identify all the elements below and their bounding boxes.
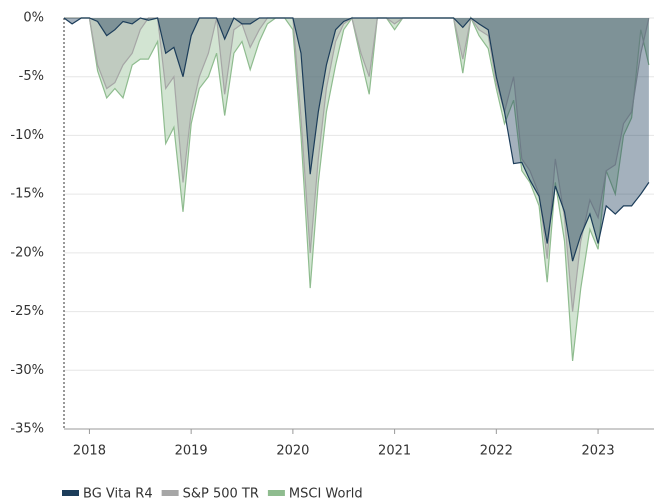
x-tick-label: 2020 bbox=[276, 444, 309, 459]
y-tick-label: -25% bbox=[10, 304, 44, 319]
x-tick-label: 2018 bbox=[73, 444, 106, 459]
y-tick-label: -20% bbox=[10, 245, 44, 260]
y-tick-label: -10% bbox=[10, 128, 44, 143]
y-tick-label: -30% bbox=[10, 363, 44, 378]
legend-label: BG Vita R4 bbox=[83, 487, 153, 502]
y-tick-label: -15% bbox=[10, 187, 44, 202]
y-tick-label: 0% bbox=[23, 11, 44, 26]
legend-swatch bbox=[62, 490, 79, 496]
line bbox=[63, 17, 650, 262]
x-tick-label: 2021 bbox=[378, 444, 411, 459]
legend-label: MSCI World bbox=[289, 487, 363, 502]
legend-label: S&P 500 TR bbox=[183, 487, 259, 502]
area bbox=[64, 18, 649, 262]
x-tick-label: 2023 bbox=[582, 444, 615, 459]
area bbox=[64, 18, 649, 312]
legend-swatch bbox=[267, 490, 285, 496]
x-tick-label: 2019 bbox=[175, 444, 208, 459]
legend-swatch bbox=[161, 490, 179, 496]
line bbox=[64, 16, 650, 312]
x-tick-label: 2022 bbox=[480, 444, 513, 459]
y-tick-label: -5% bbox=[19, 69, 44, 84]
line bbox=[64, 15, 650, 361]
y-tick-label: -35% bbox=[10, 422, 44, 437]
